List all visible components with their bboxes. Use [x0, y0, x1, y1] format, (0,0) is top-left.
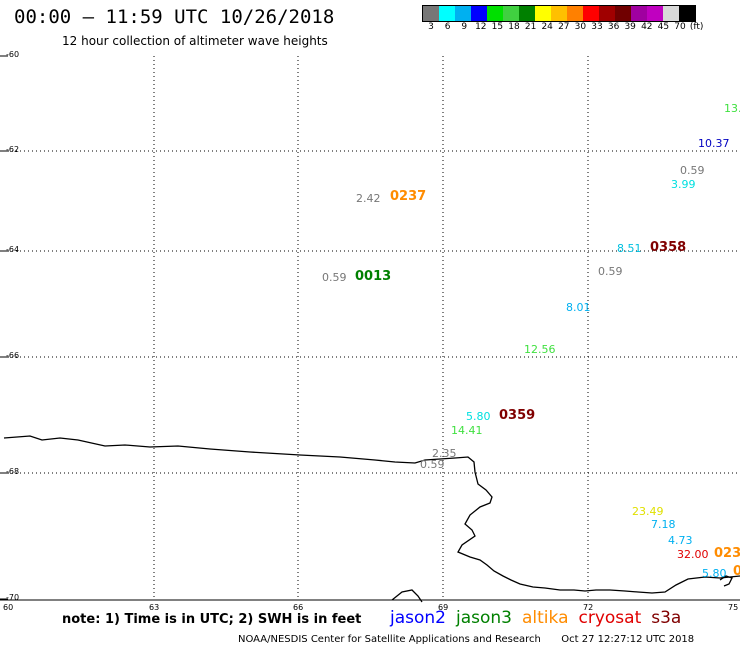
- longitude-label: 72: [583, 603, 594, 612]
- legend-label: 27: [558, 22, 570, 32]
- pass-time-label: 0: [733, 564, 740, 579]
- wave-height-value: 0.59: [420, 458, 445, 471]
- legend-swatch: [599, 6, 615, 21]
- legend-swatch: [423, 6, 439, 21]
- grid-lines: [0, 55, 740, 601]
- legend-swatch: [535, 6, 551, 21]
- legend-swatch: [631, 6, 647, 21]
- footer-credit: NOAA/NESDIS Center for Satellite Applica…: [238, 634, 694, 645]
- wave-height-value: 32.00: [677, 548, 709, 561]
- latitude-label: -60: [6, 50, 20, 59]
- longitude-label: 75: [728, 603, 739, 612]
- satellite-name: cryosat: [578, 608, 642, 628]
- wave-height-value: 5.80: [702, 567, 727, 580]
- legend-swatch: [519, 6, 535, 21]
- longitude-label: 66: [293, 603, 304, 612]
- wave-height-value: 8.51: [617, 242, 642, 255]
- wave-height-value: 0.59: [680, 164, 705, 177]
- wave-height-value: 7.18: [651, 518, 676, 531]
- legend-swatch: [679, 6, 695, 21]
- legend-label: 21: [524, 22, 537, 32]
- generation-timestamp: Oct 27 12:27:12 UTC 2018: [561, 634, 695, 645]
- wave-height-value: 0.59: [598, 265, 623, 278]
- satellite-name: s3a: [651, 608, 682, 628]
- legend-label: 15: [491, 22, 504, 32]
- coastline-fragment: [391, 589, 423, 603]
- legend-label: 6: [444, 22, 451, 32]
- satellite-name: jason2: [390, 608, 446, 628]
- legend-swatch: [503, 6, 519, 21]
- legend-swatch: [455, 6, 471, 21]
- wave-height-value: 10.37: [698, 137, 730, 150]
- pass-time-label: 0358: [650, 240, 687, 255]
- legend-swatch: [615, 6, 631, 21]
- wave-height-value: 14.41: [451, 424, 483, 437]
- color-legend: [422, 5, 696, 22]
- legend-swatch: [663, 6, 679, 21]
- satellite-name: jason3: [456, 608, 512, 628]
- legend-swatch: [471, 6, 487, 21]
- wave-height-value: 4.73: [668, 534, 693, 547]
- satellite-name: altika: [522, 608, 569, 628]
- latitude-label: -62: [6, 145, 20, 154]
- wave-height-value: 2.35: [432, 447, 457, 460]
- pass-time-label: 0359: [499, 408, 536, 423]
- legend-swatch: [583, 6, 599, 21]
- pass-time-label: 0013: [355, 269, 392, 284]
- legend-label: 30: [574, 22, 587, 32]
- pass-time-label: 0237: [390, 189, 427, 204]
- legend-swatch: [439, 6, 455, 21]
- legend-label: 33: [591, 22, 603, 32]
- pass-time-label: 023: [714, 546, 740, 561]
- wave-height-value: 0.59: [322, 271, 347, 284]
- latitude-label: -68: [6, 467, 20, 476]
- legend-swatch: [551, 6, 567, 21]
- satellite-legend: jason2 jason3 altika cryosat s3a: [390, 608, 691, 628]
- longitude-label: 69: [438, 603, 449, 612]
- wave-height-value: 8.01: [566, 301, 591, 314]
- latitude-label: -64: [6, 245, 20, 254]
- legend-label: (ft): [689, 22, 704, 32]
- legend-label: 9: [461, 22, 468, 32]
- wave-height-value: 23.49: [632, 505, 664, 518]
- wave-height-value: 5.80: [466, 410, 491, 423]
- coastline-fragment: [719, 575, 733, 587]
- legend-label: 18: [508, 22, 520, 32]
- map-subtitle: 12 hour collection of altimeter wave hei…: [62, 34, 328, 48]
- legend-label: 24: [541, 22, 553, 32]
- legend-label: 36: [607, 22, 620, 32]
- legend-swatch: [647, 6, 663, 21]
- wave-height-value: 12.56: [524, 343, 556, 356]
- latitude-label: -70: [6, 593, 20, 602]
- legend-swatch: [567, 6, 583, 21]
- map-title: 00:00 – 11:59 UTC 10/26/2018: [14, 6, 335, 28]
- wave-height-value: 2.42: [356, 192, 381, 205]
- legend-swatch: [487, 6, 503, 21]
- legend-label: 42: [641, 22, 653, 32]
- legend-label: 39: [624, 22, 636, 32]
- antarctic-coastline: [3, 435, 740, 594]
- legend-label: 3: [428, 22, 434, 32]
- credit-text: NOAA/NESDIS Center for Satellite Applica…: [238, 634, 541, 645]
- legend-label: 45: [657, 22, 670, 32]
- longitude-label: 60: [3, 603, 14, 612]
- latitude-label: -66: [6, 351, 20, 360]
- legend-label: 12: [475, 22, 487, 32]
- wave-height-value: 13.: [724, 102, 740, 115]
- legend-label: 70: [674, 22, 686, 32]
- longitude-label: 63: [149, 603, 160, 612]
- units-note: note: 1) Time is in UTC; 2) SWH is in fe…: [62, 612, 362, 627]
- wave-height-value: 3.99: [671, 178, 696, 191]
